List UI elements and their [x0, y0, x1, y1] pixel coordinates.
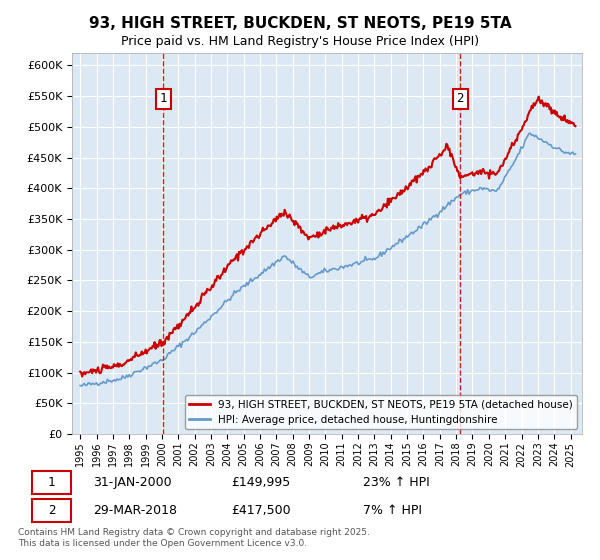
Text: 93, HIGH STREET, BUCKDEN, ST NEOTS, PE19 5TA: 93, HIGH STREET, BUCKDEN, ST NEOTS, PE19…	[89, 16, 511, 31]
Text: 7% ↑ HPI: 7% ↑ HPI	[363, 504, 422, 517]
Text: 1: 1	[160, 92, 167, 105]
Text: £149,995: £149,995	[231, 476, 290, 489]
Text: Contains HM Land Registry data © Crown copyright and database right 2025.
This d: Contains HM Land Registry data © Crown c…	[18, 528, 370, 548]
Text: 2: 2	[457, 92, 464, 105]
Text: 23% ↑ HPI: 23% ↑ HPI	[363, 476, 430, 489]
Text: 29-MAR-2018: 29-MAR-2018	[93, 504, 177, 517]
Text: 2: 2	[48, 504, 55, 517]
Legend: 93, HIGH STREET, BUCKDEN, ST NEOTS, PE19 5TA (detached house), HPI: Average pric: 93, HIGH STREET, BUCKDEN, ST NEOTS, PE19…	[185, 395, 577, 429]
Text: Price paid vs. HM Land Registry's House Price Index (HPI): Price paid vs. HM Land Registry's House …	[121, 35, 479, 48]
Text: 1: 1	[48, 476, 55, 489]
Text: £417,500: £417,500	[231, 504, 290, 517]
Text: 31-JAN-2000: 31-JAN-2000	[93, 476, 172, 489]
